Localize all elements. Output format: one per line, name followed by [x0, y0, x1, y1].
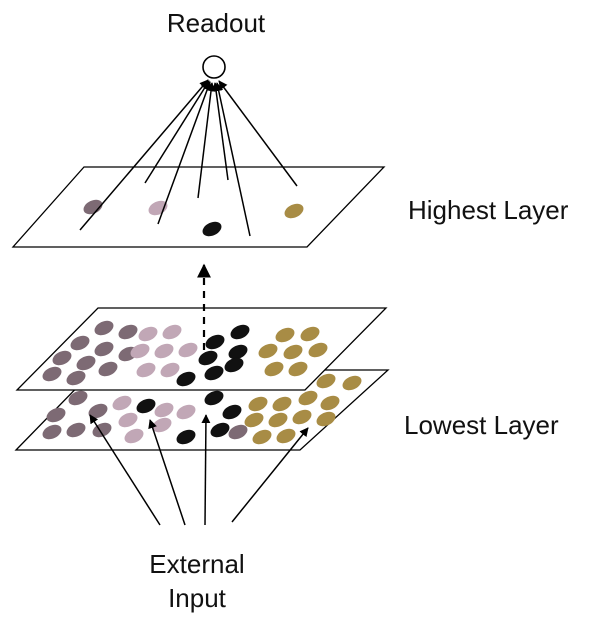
lowest-layer-unit — [94, 341, 114, 357]
lowest-layer-unit — [124, 428, 144, 444]
lowest-layer-unit — [244, 412, 264, 428]
lowest-layer-unit — [204, 390, 224, 406]
lowest-layer-unit — [316, 411, 336, 427]
readout-node — [202, 55, 226, 79]
external-input-label-line2: Input — [168, 583, 226, 613]
lowest-layer-unit — [198, 350, 218, 366]
lowest-layer-unit — [160, 362, 180, 378]
lowest-layer-unit — [136, 398, 156, 414]
lowest-layer-unit — [66, 370, 86, 386]
lowest-layer-unit — [288, 361, 308, 377]
readout-arrow — [211, 82, 229, 181]
readout-arrow — [218, 80, 298, 187]
lowest-layer-unit — [154, 343, 174, 359]
lowest-layer-unit — [162, 324, 182, 340]
lowest-layer-unit — [308, 342, 328, 358]
lowest-layer-unit — [176, 429, 196, 445]
readout-arrow — [144, 80, 210, 184]
lowest-layer-unit — [94, 320, 114, 336]
lowest-layer-unit — [222, 404, 242, 420]
lowest-layer-unit — [276, 428, 296, 444]
lowest-layer-unit — [178, 342, 198, 358]
lowest-layer-unit — [264, 361, 284, 377]
lowest-layer-unit — [316, 373, 336, 389]
lowest-layer-unit — [252, 429, 272, 445]
lowest-layer-unit — [258, 343, 278, 359]
lowest-layer-unit — [300, 326, 320, 342]
lowest-layer-unit — [176, 404, 196, 420]
lowest-layer-unit — [118, 412, 138, 428]
readout-arrow — [197, 82, 216, 199]
lowest-layer-unit — [130, 343, 150, 359]
lowest-layer-unit — [42, 424, 62, 440]
lowest-layer-unit — [272, 396, 292, 412]
lowest-layer-unit — [228, 424, 248, 440]
readout-arrow — [214, 82, 251, 237]
lowest-layer-unit — [52, 350, 72, 366]
lowest-layer-unit — [205, 334, 225, 350]
external-input-label-line1: External — [149, 549, 245, 579]
lowest-layer-unit — [320, 395, 340, 411]
lowest-layer-unit — [204, 365, 224, 381]
highest-layer-unit — [284, 203, 304, 219]
input-arrow-3 — [201, 414, 211, 526]
lowest-layer-unit — [275, 327, 295, 343]
readout-arrow — [157, 81, 212, 225]
lowest-layer-unit — [76, 355, 96, 371]
lowest-layer-unit — [210, 422, 230, 438]
lowest-layer-unit — [66, 422, 86, 438]
lowest-layer-unit — [154, 402, 174, 418]
highest-layer-label: Highest Layer — [408, 195, 569, 225]
lowest-layer-unit — [118, 324, 138, 340]
lowest-layer-unit — [298, 390, 318, 406]
lowest-layer-unit — [342, 375, 362, 391]
input-arrow-1 — [89, 414, 161, 526]
lowest-layer-unit — [228, 344, 248, 360]
readout-arrows — [79, 79, 298, 237]
highest-layer-unit — [83, 199, 103, 215]
input-arrow-4 — [231, 427, 309, 523]
lowest-layer-unit — [42, 366, 62, 382]
lowest-layer-unit — [138, 326, 158, 342]
lowest-layer-unit — [46, 407, 66, 423]
lowest-layer-unit — [292, 409, 312, 425]
lowest-layer-unit — [230, 324, 250, 340]
lowest-layer-unit — [283, 344, 303, 360]
external-input-label: External Input — [0, 547, 394, 615]
lowest-layer-unit — [268, 412, 288, 428]
lowest-layer-unit — [112, 395, 132, 411]
highest-layer-plane — [11, 166, 386, 248]
external-input-arrows — [89, 414, 309, 526]
lowest-layer-unit — [248, 396, 268, 412]
lowest-layer-unit — [224, 357, 244, 373]
lowest-layer-label: Lowest Layer — [404, 410, 559, 440]
input-arrow-2 — [148, 419, 186, 526]
readout-label: Readout — [166, 8, 266, 38]
lowest-layer-unit — [176, 371, 196, 387]
highest-layer-unit — [202, 221, 222, 237]
lowest-layer-unit — [70, 335, 90, 351]
lowest-layer-unit — [152, 417, 172, 433]
lowest-layer-unit — [136, 362, 156, 378]
lowest-layer-unit — [98, 361, 118, 377]
readout-arrow — [79, 79, 209, 231]
lowest-layer-unit — [68, 390, 88, 406]
